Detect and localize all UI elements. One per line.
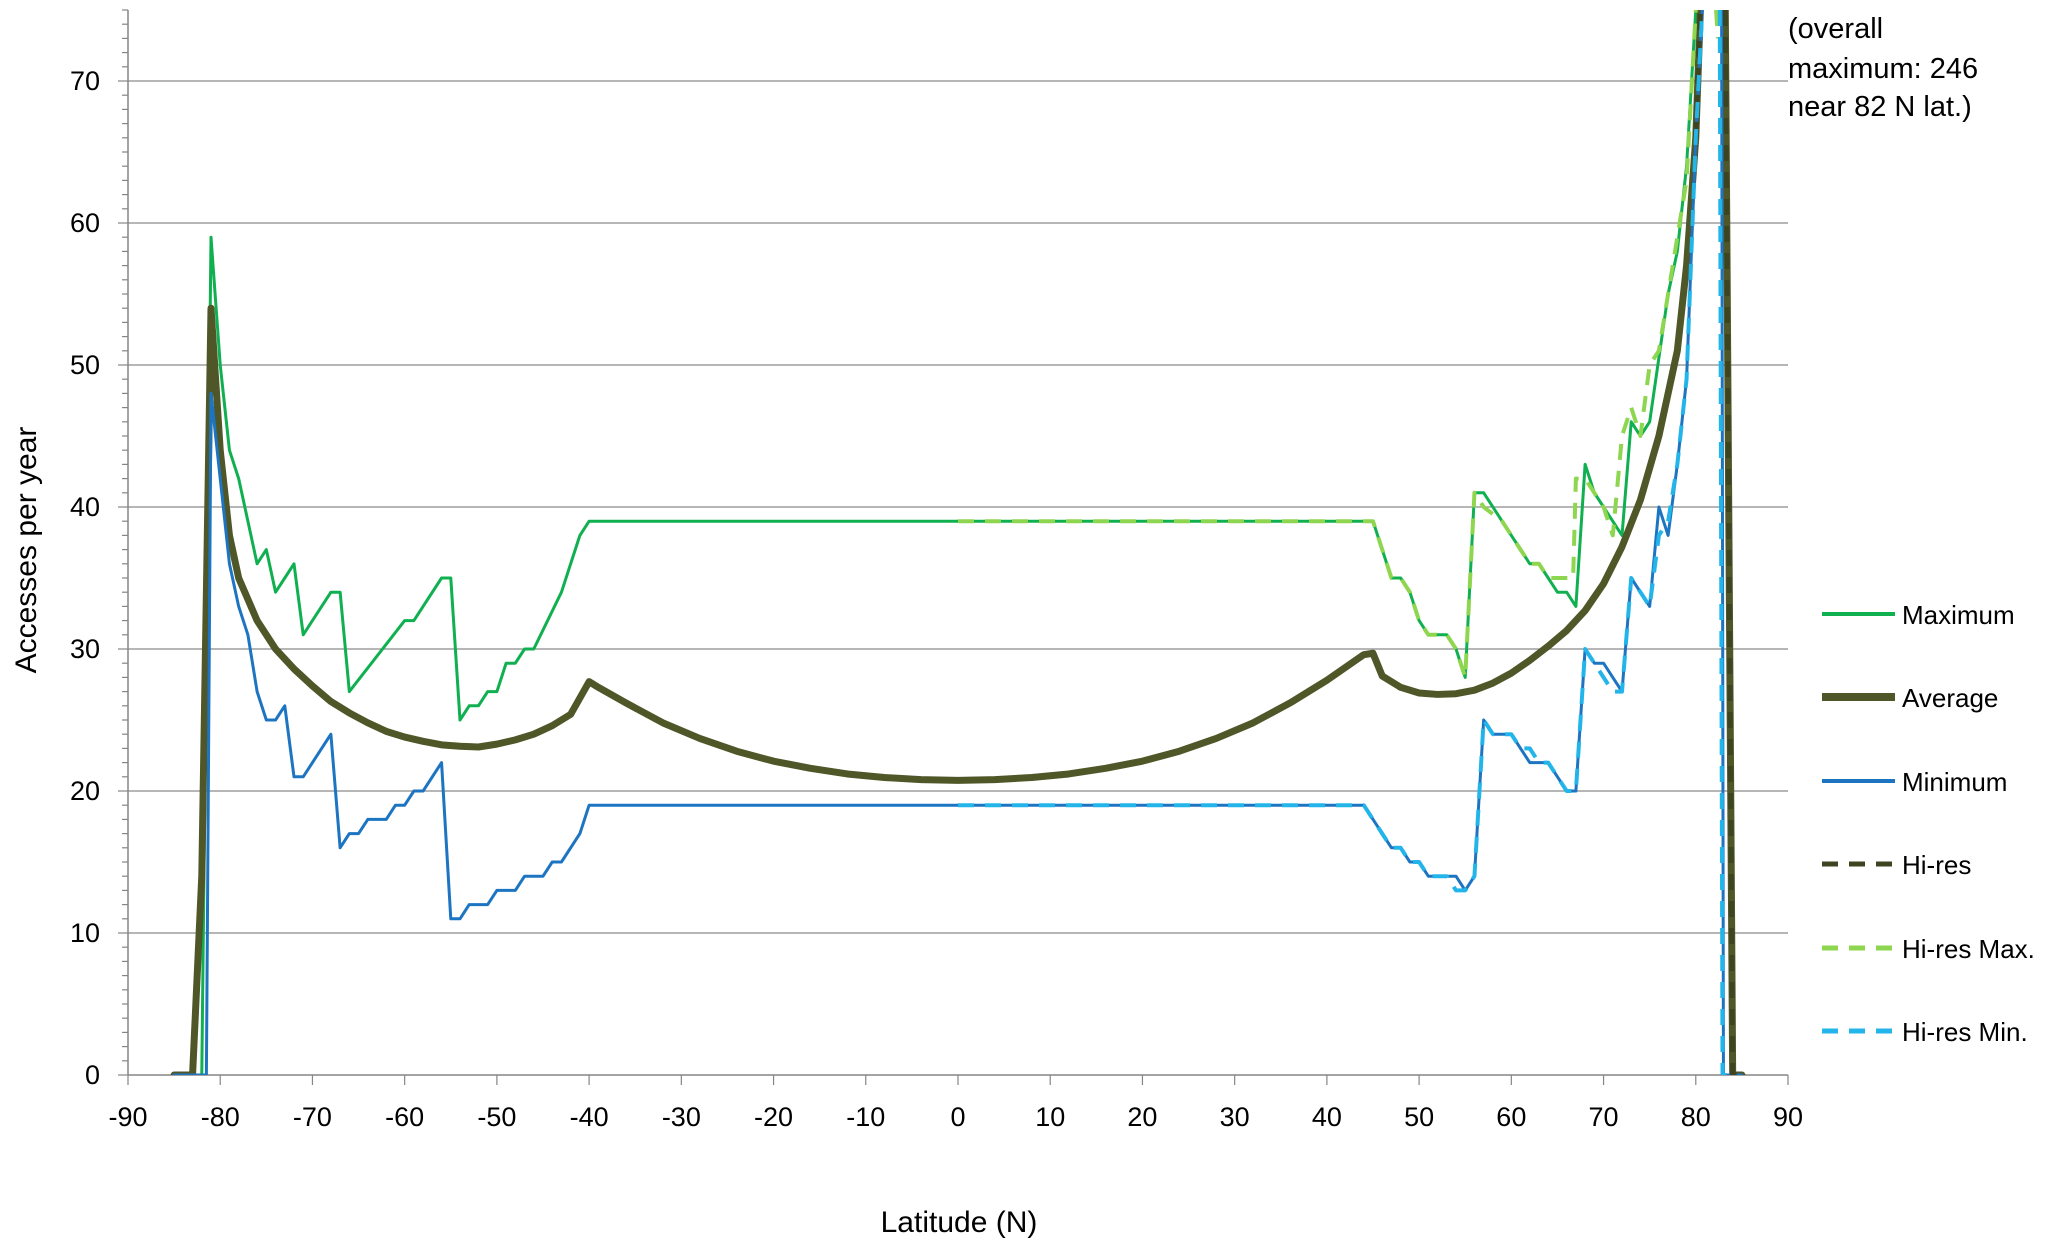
annotation-max-note: (overall maximum: 246 near 82 N lat.) <box>1788 13 1978 123</box>
x-tick-label: 90 <box>1773 1102 1803 1132</box>
series-line-hi-res-max <box>1714 10 1720 39</box>
x-tick-label: 0 <box>950 1102 965 1132</box>
x-tick-label: -60 <box>385 1102 424 1132</box>
y-tick-label: 70 <box>70 66 100 96</box>
legend-label: Maximum <box>1902 600 2015 630</box>
x-tick-label: -50 <box>477 1102 516 1132</box>
legend-label: Hi-res <box>1902 850 1971 880</box>
series-line-average <box>170 10 1704 1075</box>
x-tick-label: 70 <box>1589 1102 1619 1132</box>
series-line-minimum <box>956 10 1704 892</box>
series-line-minimum <box>172 391 960 1075</box>
x-tick-label: 30 <box>1220 1102 1250 1132</box>
x-tick-label: 50 <box>1404 1102 1434 1132</box>
annotation-line: maximum: 246 <box>1788 53 1978 85</box>
x-tick-label: 80 <box>1681 1102 1711 1132</box>
legend-item-hi-res-max: Hi-res Max. <box>1822 934 2035 964</box>
y-tick-label: 10 <box>70 918 100 948</box>
series-line-hi-res-min <box>958 10 1705 893</box>
x-tick-label: 60 <box>1496 1102 1526 1132</box>
legend-item-hi-res: Hi-res <box>1822 850 1971 880</box>
y-tick-label: 60 <box>70 208 100 238</box>
series-line-hi-res <box>1693 10 1703 138</box>
legend-item-minimum: Minimum <box>1822 767 2007 797</box>
x-tick-label: -80 <box>201 1102 240 1132</box>
x-tick-labels: -90 -80 -70 -60 -50 -40 -30 -20 -10 0 10 20 30 40 50 60… <box>108 1102 1803 1132</box>
x-tick-label: -90 <box>108 1102 147 1132</box>
legend-label: Minimum <box>1902 767 2007 797</box>
legend-label: Hi-res Max. <box>1902 934 2035 964</box>
y-tick-labels: 0 10 20 30 40 50 60 70 <box>70 66 100 1090</box>
y-tick-label: 50 <box>70 350 100 380</box>
legend: Maximum Average Minimum Hi-res Hi-res Ma… <box>1822 600 2035 1047</box>
series-line-hi-res-min <box>1717 10 1733 1075</box>
series-line-maximum <box>172 235 960 1075</box>
series-line-maximum <box>956 10 1698 679</box>
series-line-hi-res-max <box>958 10 1698 680</box>
x-tick-label: 10 <box>1035 1102 1065 1132</box>
legend-label: Hi-res Min. <box>1902 1017 2028 1047</box>
x-tick-label: 20 <box>1127 1102 1157 1132</box>
y-tick-label: 20 <box>70 776 100 806</box>
x-tick-label: -30 <box>662 1102 701 1132</box>
x-tick-label: -10 <box>846 1102 885 1132</box>
legend-item-maximum: Maximum <box>1822 600 2015 630</box>
series-lines <box>170 10 1746 1075</box>
x-tick-label: -40 <box>570 1102 609 1132</box>
x-tick-label: -70 <box>293 1102 332 1132</box>
legend-label: Average <box>1902 683 1998 713</box>
annotation-line: near 82 N lat.) <box>1788 91 1972 123</box>
y-tick-label: 40 <box>70 492 100 522</box>
x-tick-label: 40 <box>1312 1102 1342 1132</box>
axes <box>118 9 1789 1085</box>
x-tick-label: -20 <box>754 1102 793 1132</box>
legend-item-average: Average <box>1822 683 1998 713</box>
y-tick-label: 30 <box>70 634 100 664</box>
series-line-hi-res <box>1722 10 1742 1075</box>
legend-item-hi-res-min: Hi-res Min. <box>1822 1017 2028 1047</box>
annotation-line: (overall <box>1788 13 1883 45</box>
y-axis-title: Accesses per year <box>10 427 43 674</box>
gridlines <box>128 80 1788 934</box>
y-tick-label: 0 <box>85 1060 100 1090</box>
x-axis-title: Latitude (N) <box>881 1206 1038 1239</box>
